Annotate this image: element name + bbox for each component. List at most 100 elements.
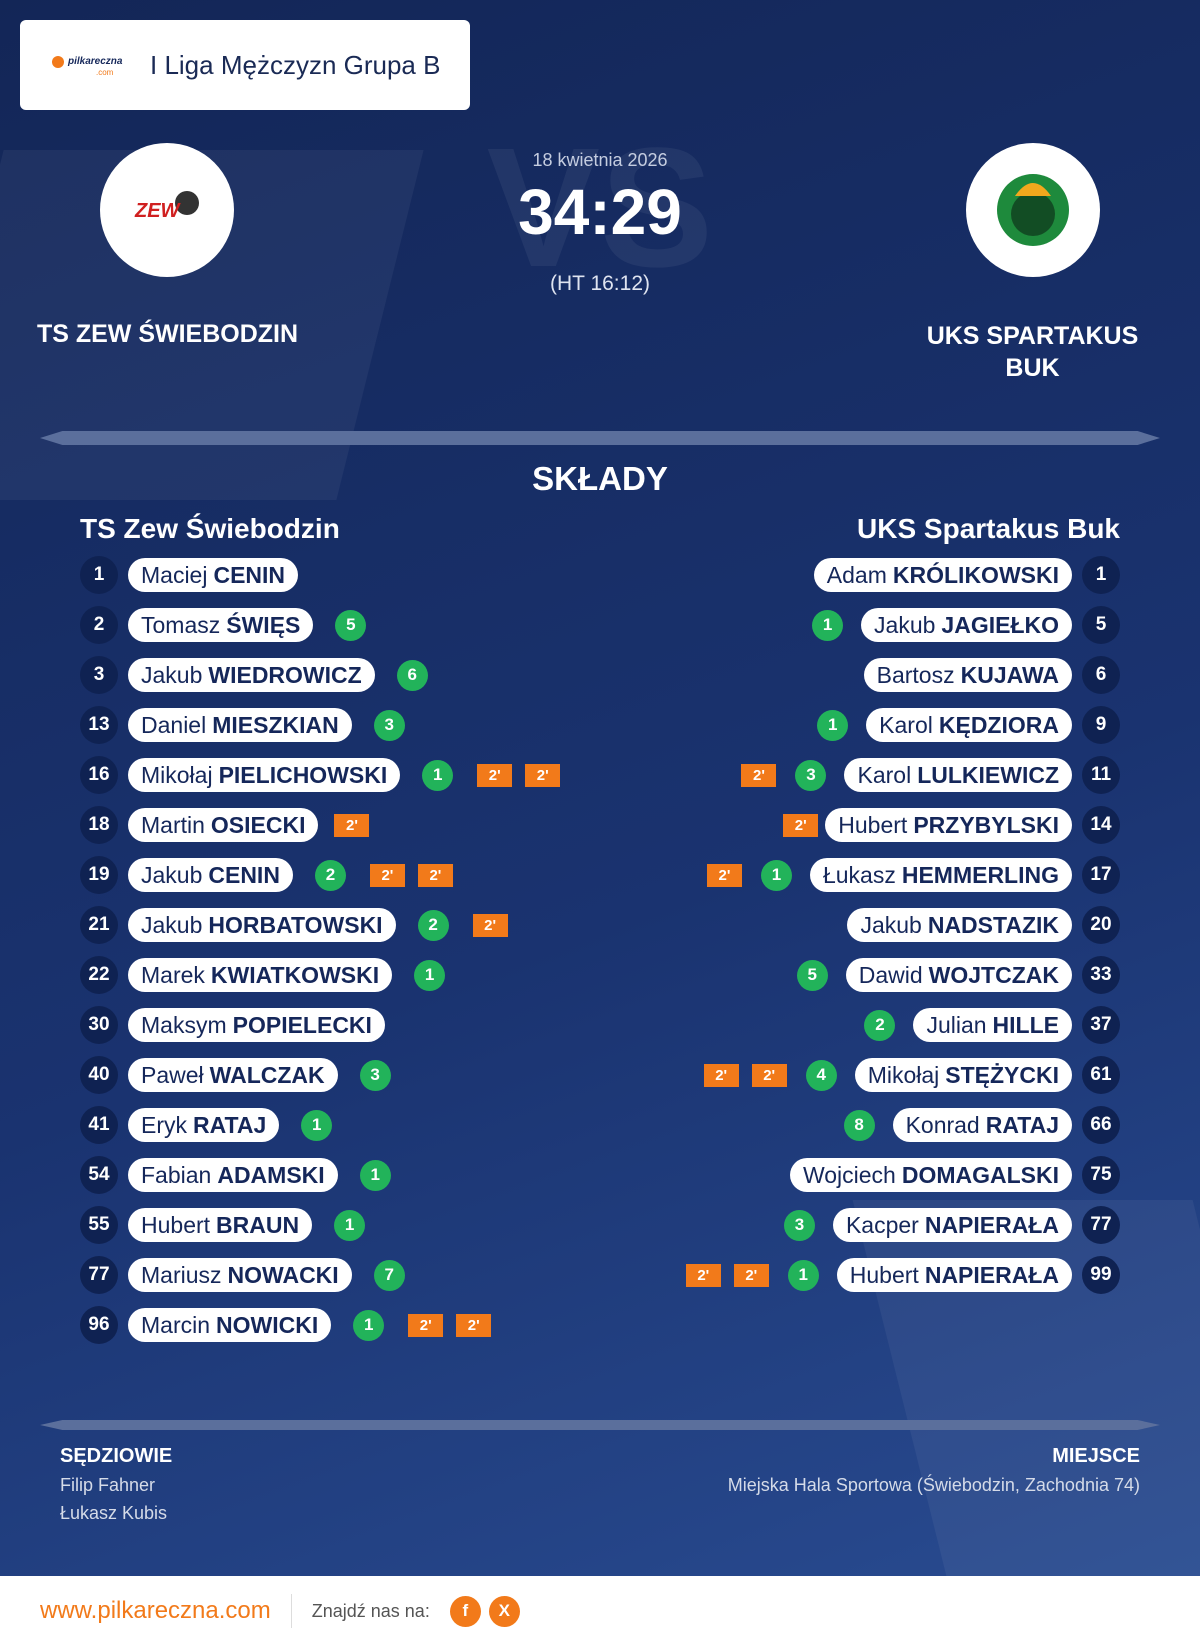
penalty: 2' xyxy=(472,913,508,937)
first-name: Paweł xyxy=(141,1061,204,1088)
player-row: 77 Mariusz NOWACKI 7 xyxy=(80,1256,413,1294)
player-row: 40 Paweł WALCZAK 3 xyxy=(80,1056,399,1094)
first-name: Karol xyxy=(857,761,912,788)
player-number: 1 xyxy=(1082,556,1120,594)
first-name: Jakub xyxy=(141,911,203,938)
player-name: Wojciech DOMAGALSKI xyxy=(789,1158,1072,1192)
last-name: ŚWIĘS xyxy=(226,611,301,638)
goals: 2 xyxy=(417,909,449,941)
player-number: 22 xyxy=(80,956,118,994)
goals: 3 xyxy=(783,1209,815,1241)
separator xyxy=(290,1594,292,1628)
goals: 2 xyxy=(864,1009,896,1041)
penalty: 2' xyxy=(477,763,513,787)
player-name: Maksym POPIELECKI xyxy=(128,1008,385,1042)
goals: 5 xyxy=(796,959,828,991)
first-name: Jakub xyxy=(141,861,203,888)
player-name: Maciej CENIN xyxy=(128,558,299,592)
player-name: Fabian ADAMSKI xyxy=(128,1158,338,1192)
last-name: LULKIEWICZ xyxy=(917,761,1059,788)
penalty: 2' xyxy=(408,1313,444,1337)
last-name: STĘŻYCKI xyxy=(945,1061,1059,1088)
away-logo xyxy=(966,143,1100,277)
player-row: 6 Bartosz KUJAWA xyxy=(863,656,1120,694)
league: I Liga Mężczyzn Grupa B xyxy=(150,49,441,80)
first-name: Kacper xyxy=(845,1211,919,1238)
player-number: 99 xyxy=(1082,1256,1120,1294)
player-number: 18 xyxy=(80,806,118,844)
player-number: 5 xyxy=(1082,606,1120,644)
official: Łukasz Kubis xyxy=(60,1503,168,1523)
first-name: Marcin xyxy=(141,1311,211,1338)
brand: pilkareczna xyxy=(67,56,123,67)
player-name: Paweł WALCZAK xyxy=(128,1058,338,1092)
goals: 1 xyxy=(760,859,792,891)
first-name: Tomasz xyxy=(141,611,221,638)
goals: 4 xyxy=(805,1059,837,1091)
find-us: Znajdź nas na: xyxy=(311,1600,430,1621)
home-team: TS Zew Świebodzin xyxy=(80,513,340,544)
player-name: Kacper NAPIERAŁA xyxy=(832,1208,1072,1242)
penalty: 2' xyxy=(783,813,819,837)
last-name: OSIECKI xyxy=(210,811,306,838)
last-name: NADSTAZIK xyxy=(927,911,1059,938)
last-name: RATAJ xyxy=(193,1111,267,1138)
first-name: Marek xyxy=(141,961,205,988)
first-name: Dawid xyxy=(858,961,923,988)
home-logo: ZEW xyxy=(100,143,234,277)
first-name: Eryk xyxy=(141,1111,187,1138)
player-name: Hubert BRAUN xyxy=(128,1208,313,1242)
last-name: NAPIERAŁA xyxy=(924,1261,1059,1288)
first-name: Jakub xyxy=(874,611,936,638)
vs-watermark: VS xyxy=(486,113,714,303)
header-card: pilkareczna .com I Liga Mężczyzn Grupa B xyxy=(20,20,470,110)
last-name: POPIELECKI xyxy=(232,1011,372,1038)
url[interactable]: www.pilkareczna.com xyxy=(40,1597,271,1624)
goals: 6 xyxy=(396,659,428,691)
goals: 1 xyxy=(414,959,446,991)
player-row: 11 Karol LULKIEWICZ 3 2' xyxy=(735,756,1120,794)
last-name: WIEDROWICZ xyxy=(208,661,362,688)
player-row: 5 Jakub JAGIEŁKO 1 xyxy=(800,606,1120,644)
first-name: Maciej xyxy=(141,561,208,588)
player-name: Bartosz KUJAWA xyxy=(863,658,1072,692)
player-number: 16 xyxy=(80,756,118,794)
penalty: 2' xyxy=(525,763,561,787)
goals: 2 xyxy=(314,859,346,891)
player-number: 54 xyxy=(80,1156,118,1194)
last-name: HORBATOWSKI xyxy=(208,911,383,938)
penalty: 2' xyxy=(741,763,777,787)
player-number: 13 xyxy=(80,706,118,744)
away-name: UKS SPARTAKUS BUK xyxy=(926,322,1139,382)
first-name: Jakub xyxy=(860,911,922,938)
player-row: 55 Hubert BRAUN 1 xyxy=(80,1206,373,1244)
last-name: KUJAWA xyxy=(960,661,1059,688)
player-row: 19 Jakub CENIN 2 2' 2' xyxy=(80,856,453,894)
player-number: 77 xyxy=(1082,1206,1120,1244)
player-name: Łukasz HEMMERLING xyxy=(809,858,1072,892)
player-row: 61 Mikołaj STĘŻYCKI 4 2' 2' xyxy=(698,1056,1120,1094)
player-number: 66 xyxy=(1082,1106,1120,1144)
goals: 1 xyxy=(787,1259,819,1291)
goals: 1 xyxy=(359,1159,391,1191)
player-name: Konrad RATAJ xyxy=(892,1108,1072,1142)
first-name: Karol xyxy=(879,711,933,738)
home-name: TS ZEW ŚWIEBODZIN xyxy=(36,320,299,348)
first-name: Hubert xyxy=(141,1211,211,1238)
first-name: Julian xyxy=(926,1011,987,1038)
player-number: 21 xyxy=(80,906,118,944)
player-name: Mikołaj PIELICHOWSKI xyxy=(128,758,401,792)
player-row: 54 Fabian ADAMSKI 1 xyxy=(80,1156,399,1194)
goals: 5 xyxy=(335,609,367,641)
social-facebook[interactable]: f xyxy=(449,1595,481,1627)
goals: 3 xyxy=(795,759,827,791)
last-name: NOWACKI xyxy=(227,1261,339,1288)
social-x[interactable]: X xyxy=(488,1595,520,1627)
penalty: 2' xyxy=(751,1063,787,1087)
player-number: 37 xyxy=(1082,1006,1120,1044)
lineups-title: SKŁADY xyxy=(532,460,668,497)
first-name: Fabian xyxy=(141,1161,212,1188)
first-name: Konrad xyxy=(905,1111,980,1138)
first-name: Martin xyxy=(141,811,205,838)
first-name: Maksym xyxy=(141,1011,227,1038)
